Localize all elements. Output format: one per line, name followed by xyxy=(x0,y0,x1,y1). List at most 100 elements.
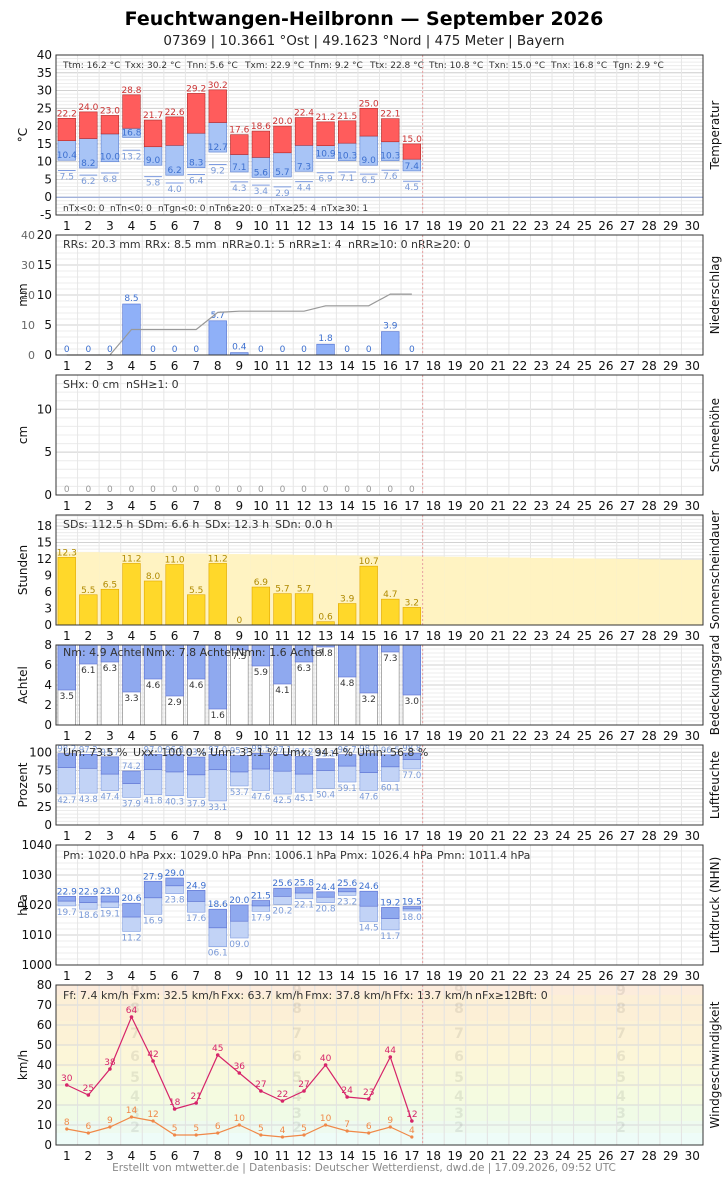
stat-text: Txx: 30.2 °C xyxy=(124,61,181,71)
y-tick-label: 0 xyxy=(44,348,52,362)
gust-point xyxy=(410,1119,414,1123)
x-tick-label: 9 xyxy=(235,729,243,743)
stat-text: Fmx: 37.8 km/h xyxy=(305,989,392,1002)
cloud-label: 3.3 xyxy=(124,694,138,704)
snow-label: 0 xyxy=(150,485,156,495)
temp-min-label: 12.7 xyxy=(208,143,228,153)
beaufort-label: 6 xyxy=(616,1049,626,1065)
y-tick-label: 70 xyxy=(37,998,52,1012)
pressure-high-bar xyxy=(100,895,120,903)
x-tick-label: 7 xyxy=(192,829,200,843)
x-tick-label: 20 xyxy=(469,359,484,373)
y-tick-label: 6 xyxy=(44,658,52,672)
x-tick-label: 16 xyxy=(383,499,398,513)
x-tick-label: 25 xyxy=(577,629,592,643)
x-tick-label: 22 xyxy=(512,1149,527,1163)
temp-max-label: 30.2 xyxy=(208,81,228,91)
x-tick-label: 12 xyxy=(296,969,311,983)
sunshine-label: 6.5 xyxy=(103,580,117,590)
sunshine-bar xyxy=(208,563,227,626)
x-tick-label: 29 xyxy=(663,629,678,643)
temp-min-label: 10.0 xyxy=(100,153,120,163)
beaufort-label: 6 xyxy=(454,1049,464,1065)
x-tick-label: 17 xyxy=(404,499,419,513)
panel-border xyxy=(55,644,704,726)
x-tick-label: 30 xyxy=(685,219,700,233)
x-tick-label: 2 xyxy=(85,1149,93,1163)
stat-text: nSH≥1: 0 xyxy=(126,378,179,391)
sum-tick-label: 10 xyxy=(21,319,35,332)
x-tick-label: 17 xyxy=(404,1149,419,1163)
sunshine-bar xyxy=(402,607,421,626)
x-tick-label: 6 xyxy=(171,499,179,513)
x-tick-label: 26 xyxy=(598,969,613,983)
gust-label: 27 xyxy=(255,1080,266,1090)
y-axis-label: km/h xyxy=(16,1050,30,1080)
x-tick-label: 26 xyxy=(598,1149,613,1163)
x-tick-label: 15 xyxy=(361,499,376,513)
cloud-label: 7.5 xyxy=(232,652,246,662)
x-tick-label: 15 xyxy=(361,629,376,643)
x-tick-label: 30 xyxy=(685,729,700,743)
temp-max-bar xyxy=(187,93,206,134)
x-tick-label: 16 xyxy=(383,359,398,373)
sunshine-bar xyxy=(338,603,357,626)
x-tick-label: 23 xyxy=(534,829,549,843)
x-tick-label: 25 xyxy=(577,729,592,743)
x-tick-label: 15 xyxy=(361,1149,376,1163)
temp-max-bar xyxy=(208,89,227,123)
stat-text: RRx: 8.5 mm xyxy=(145,238,216,251)
pressure-low-bar xyxy=(273,895,292,905)
gust-label: 30 xyxy=(61,1074,73,1084)
gust-point xyxy=(172,1107,177,1111)
pressure-min-label: 20.2 xyxy=(272,906,292,916)
humidity-low-bar xyxy=(316,770,335,789)
wind-mean-point xyxy=(216,1131,220,1135)
stat-text: Txn: 15.0 °C xyxy=(488,61,545,71)
x-tick-label: 20 xyxy=(469,629,484,643)
x-tick-label: 15 xyxy=(361,729,376,743)
y-tick-label: 12 xyxy=(37,552,52,566)
beaufort-label: 2 xyxy=(454,1120,464,1136)
pressure-min-label: 17.6 xyxy=(186,914,206,924)
x-tick-label: 19 xyxy=(447,499,462,513)
beaufort-label: 7 xyxy=(130,1026,140,1042)
pressure-high-bar xyxy=(122,902,141,918)
y-tick-label: -5 xyxy=(40,208,52,222)
x-tick-label: 22 xyxy=(512,359,527,373)
x-tick-label: 22 xyxy=(512,729,527,743)
sunshine-bar xyxy=(381,598,400,626)
humidity-high-bar xyxy=(294,756,314,775)
snow-label: 0 xyxy=(107,485,113,495)
pressure-max-label: 29.0 xyxy=(165,869,185,879)
pressure-high-bar xyxy=(251,900,271,907)
wind-mean-point xyxy=(151,1119,155,1123)
x-tick-label: 4 xyxy=(128,499,136,513)
humidity-high-bar xyxy=(143,754,163,771)
humidity-max-label: 97.0 xyxy=(208,745,227,755)
stat-text: nFx≥12Bft: 0 xyxy=(475,989,548,1002)
stat-text: Txm: 22.9 °C xyxy=(244,61,304,71)
panel-border xyxy=(55,54,704,216)
cloud-label: 4.8 xyxy=(340,679,355,689)
x-tick-label: 6 xyxy=(171,629,179,643)
stat-text: nRR≥0.1: 5 xyxy=(222,238,285,251)
y-axis-label: cm xyxy=(16,426,30,444)
x-tick-label: 15 xyxy=(361,969,376,983)
humidity-max-label: 97.1 xyxy=(273,745,292,755)
x-tick-label: 1 xyxy=(63,499,71,513)
x-tick-label: 7 xyxy=(192,969,200,983)
temp-ground-min-label: 7.6 xyxy=(383,172,398,182)
x-tick-label: 7 xyxy=(192,729,200,743)
x-tick-label: 5 xyxy=(149,499,157,513)
x-tick-label: 14 xyxy=(340,729,355,743)
daylength-bar xyxy=(508,557,531,625)
sunshine-label: 6.9 xyxy=(254,578,269,588)
sunshine-label: 5.5 xyxy=(81,586,95,596)
x-tick-label: 2 xyxy=(85,829,93,843)
x-tick-label: 6 xyxy=(171,829,179,843)
wind-mean-label: 8 xyxy=(64,1118,70,1128)
y-tick-label: 4 xyxy=(44,678,52,692)
x-tick-label: 29 xyxy=(663,729,678,743)
stat-text: Umn: 56.8 % xyxy=(357,746,428,759)
